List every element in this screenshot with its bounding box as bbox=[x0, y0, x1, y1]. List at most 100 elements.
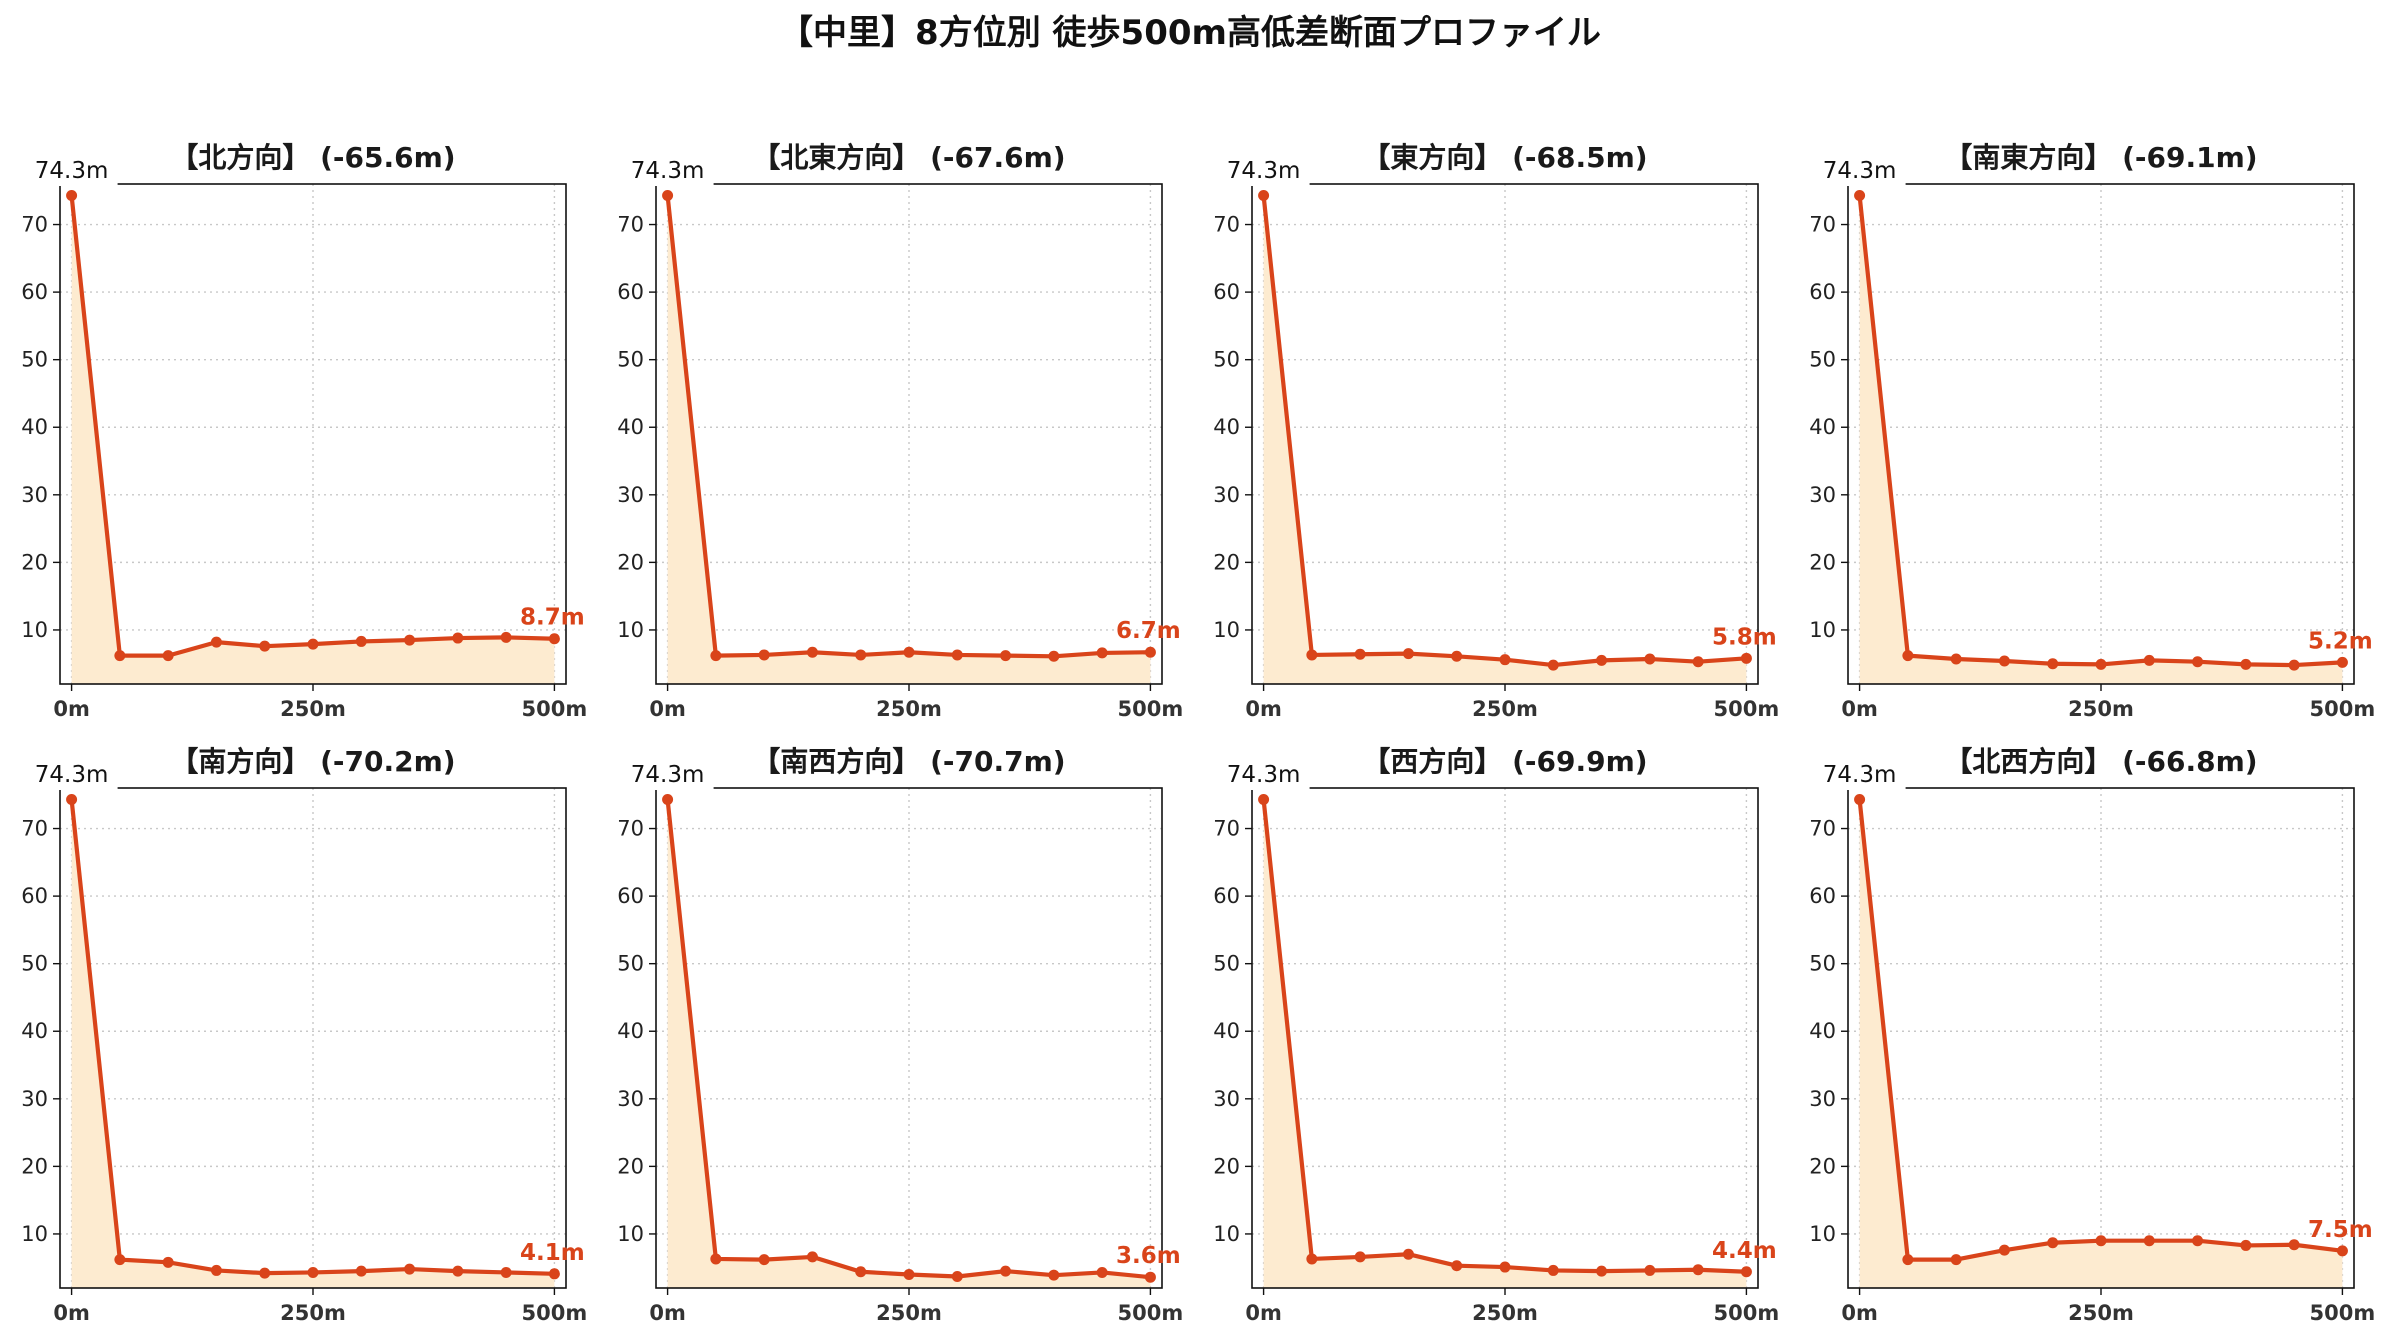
x-tick-label: 250m bbox=[876, 697, 942, 721]
y-tick-label: 40 bbox=[617, 415, 644, 439]
x-tick-label: 500m bbox=[2310, 697, 2376, 721]
data-point bbox=[355, 635, 367, 647]
data-point bbox=[2095, 658, 2107, 670]
x-tick-label: 0m bbox=[1245, 697, 1282, 721]
data-point bbox=[951, 649, 963, 661]
data-point bbox=[548, 1268, 560, 1280]
data-point bbox=[307, 1266, 319, 1278]
data-point bbox=[404, 634, 416, 646]
data-point bbox=[662, 189, 674, 201]
y-tick-label: 70 bbox=[21, 817, 48, 841]
data-point bbox=[259, 640, 271, 652]
y-tick-label: 50 bbox=[21, 952, 48, 976]
panel-title: 【西方向】 (-69.9m) bbox=[1362, 745, 1647, 778]
data-point bbox=[2143, 1235, 2155, 1247]
start-label: 74.3m bbox=[1227, 158, 1301, 184]
panel-2: 10 20 30 40 50 60 70 0m 250m 500m 【東方向】 (-68.5m) 74… bbox=[1213, 141, 1779, 721]
y-tick-label: 60 bbox=[21, 884, 48, 908]
data-point bbox=[307, 638, 319, 650]
data-point bbox=[1644, 1264, 1656, 1276]
y-tick-label: 40 bbox=[1809, 1019, 1836, 1043]
axes-frame bbox=[1251, 787, 1759, 1289]
panel-6: 10 20 30 40 50 60 70 0m 250m 500m 【西方向】 (-69.9m) 74… bbox=[1213, 745, 1779, 1325]
data-point bbox=[1692, 656, 1704, 668]
start-label-bg bbox=[1813, 760, 1906, 790]
y-tick-label: 60 bbox=[1809, 884, 1836, 908]
y-tick-label: 50 bbox=[1809, 952, 1836, 976]
y-tick-label: 10 bbox=[21, 618, 48, 642]
start-label: 74.3m bbox=[1823, 762, 1897, 788]
start-label: 74.3m bbox=[631, 762, 705, 788]
y-tick-label: 60 bbox=[21, 280, 48, 304]
y-tick-label: 20 bbox=[1809, 1154, 1836, 1178]
data-point bbox=[710, 1253, 722, 1265]
panel-3: 10 20 30 40 50 60 70 0m 250m 500m 【南東方向】 (-69.1m) 7… bbox=[1809, 141, 2375, 721]
data-point bbox=[500, 1266, 512, 1278]
data-point bbox=[1048, 650, 1060, 662]
y-tick-label: 20 bbox=[617, 550, 644, 574]
data-point bbox=[452, 1265, 464, 1277]
data-point bbox=[114, 650, 126, 662]
x-tick-label: 500m bbox=[522, 1301, 588, 1325]
data-point bbox=[1596, 654, 1608, 666]
start-label-bg bbox=[1217, 760, 1310, 790]
data-point bbox=[758, 649, 770, 661]
y-tick-label: 40 bbox=[1213, 415, 1240, 439]
start-label-bg bbox=[621, 156, 714, 186]
data-point bbox=[1451, 650, 1463, 662]
y-tick-label: 50 bbox=[1213, 348, 1240, 372]
data-point bbox=[1306, 1253, 1318, 1265]
data-point bbox=[855, 649, 867, 661]
data-point bbox=[2047, 658, 2059, 670]
data-point bbox=[1258, 793, 1270, 805]
panel-5: 10 20 30 40 50 60 70 0m 250m 500m 【南西方向】 (-70.7m) 7… bbox=[617, 745, 1183, 1325]
data-point bbox=[1547, 1264, 1559, 1276]
y-tick-label: 70 bbox=[1213, 213, 1240, 237]
panel-title: 【北方向】 (-65.6m) bbox=[170, 141, 455, 174]
y-tick-label: 30 bbox=[21, 483, 48, 507]
y-tick-label: 70 bbox=[1213, 817, 1240, 841]
x-tick-label: 250m bbox=[1472, 1301, 1538, 1325]
data-point bbox=[259, 1267, 271, 1279]
data-point bbox=[162, 1256, 174, 1268]
y-tick-label: 30 bbox=[1809, 1087, 1836, 1111]
y-tick-label: 50 bbox=[21, 348, 48, 372]
y-tick-label: 30 bbox=[617, 1087, 644, 1111]
data-point bbox=[1354, 1251, 1366, 1263]
y-tick-label: 30 bbox=[21, 1087, 48, 1111]
data-point bbox=[2047, 1237, 2059, 1249]
y-tick-label: 30 bbox=[1213, 483, 1240, 507]
x-tick-label: 250m bbox=[1472, 697, 1538, 721]
data-point bbox=[1547, 659, 1559, 671]
data-point bbox=[903, 646, 915, 658]
data-point bbox=[806, 1251, 818, 1263]
data-point bbox=[66, 793, 78, 805]
y-tick-label: 10 bbox=[1213, 1222, 1240, 1246]
y-tick-label: 20 bbox=[1213, 550, 1240, 574]
end-label: 5.8m bbox=[1712, 624, 1777, 650]
data-point bbox=[1596, 1265, 1608, 1277]
data-point bbox=[1902, 1254, 1914, 1266]
start-label: 74.3m bbox=[35, 158, 109, 184]
start-label-bg bbox=[621, 760, 714, 790]
panel-title: 【南西方向】 (-70.7m) bbox=[752, 745, 1065, 778]
data-point bbox=[2336, 656, 2348, 668]
start-label: 74.3m bbox=[1823, 158, 1897, 184]
data-point bbox=[758, 1254, 770, 1266]
x-tick-label: 0m bbox=[53, 697, 90, 721]
y-tick-label: 10 bbox=[1213, 618, 1240, 642]
data-point bbox=[1000, 1265, 1012, 1277]
y-tick-label: 50 bbox=[1213, 952, 1240, 976]
y-tick-label: 50 bbox=[1809, 348, 1836, 372]
data-point bbox=[2288, 659, 2300, 671]
y-tick-label: 60 bbox=[1213, 884, 1240, 908]
y-tick-label: 70 bbox=[1809, 213, 1836, 237]
data-point bbox=[2192, 656, 2204, 668]
axes-frame bbox=[1847, 787, 2355, 1289]
y-tick-label: 10 bbox=[617, 1222, 644, 1246]
data-point bbox=[452, 632, 464, 644]
y-tick-label: 10 bbox=[617, 618, 644, 642]
panel-4: 10 20 30 40 50 60 70 0m 250m 500m 【南方向】 (-70.2m) 74… bbox=[21, 745, 587, 1325]
data-point bbox=[500, 631, 512, 643]
